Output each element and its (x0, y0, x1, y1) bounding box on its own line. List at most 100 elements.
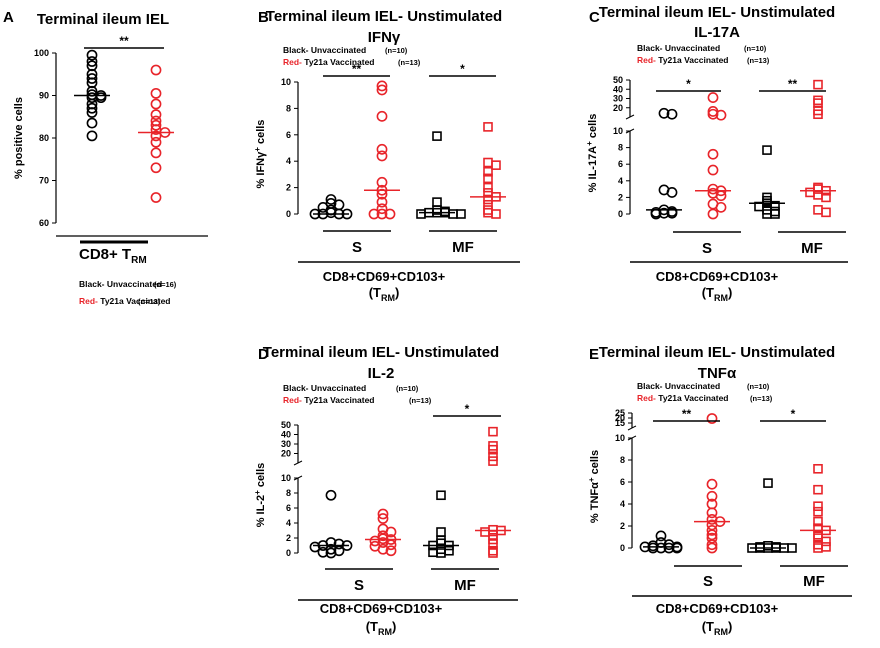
data-point-s-unvaccinated (671, 542, 683, 554)
panel-label: B (258, 9, 269, 26)
legend-entry: Black- Unvaccinated (283, 45, 366, 55)
data-point-mf-unvaccinated (448, 209, 458, 219)
legend-key: Red- (79, 296, 98, 306)
panel-e: E Terminal ileum IEL- Unstimulated TNFα 0 2 4… (587, 344, 852, 637)
panel-label: E (589, 346, 599, 363)
x-axis-label-prefix: (T (702, 285, 714, 300)
x-axis-label-tcell: (TRM) (702, 285, 733, 303)
legend-text: Ty21a Vaccinated (98, 296, 171, 306)
data-point-s-vaccinated (706, 478, 718, 490)
y-axis-label: % IL-2+ cells (253, 463, 267, 528)
data-point-s-unvaccinated (309, 541, 321, 553)
data-point-s-vaccinated (715, 201, 727, 213)
y-axis-label-text: % IL-2 (255, 495, 267, 527)
y-axis-label-sup: + (587, 477, 596, 482)
significance-label: * (686, 77, 691, 91)
panel-title: Terminal ileum IEL- Unstimulated (599, 344, 835, 361)
y-tick-label: 4 (286, 156, 291, 166)
y-axis-label-text: % IFNγ (255, 151, 267, 189)
legend-n: (n=13) (747, 56, 770, 65)
x-axis-label-prefix: (T (369, 285, 381, 300)
significance-label: * (460, 62, 465, 76)
legend-entry: Red- Ty21a Vaccinated (79, 296, 171, 306)
y-tick-label: 6 (620, 477, 625, 487)
y-axis-label: % IL-17A+ cells (585, 114, 599, 193)
legend-n: (n=13) (398, 58, 421, 67)
y-tick-label: 50 (281, 420, 291, 430)
panel-title: Terminal ileum IEL- Unstimulated (266, 8, 502, 25)
category-label: S (352, 239, 362, 256)
data-point-mf-vaccinated (480, 527, 490, 537)
legend-entry: Black- Unvaccinated (79, 279, 162, 289)
legend-text: Ty21a Vaccinated (656, 55, 729, 65)
legend-n: (n=13) (409, 396, 432, 405)
data-point-mf-vaccinated (813, 484, 823, 495)
y-tick-label: 10 (613, 126, 623, 136)
data-point-mf-vaccinated (483, 173, 493, 184)
data-point-vaccinated (150, 162, 162, 174)
data-point-s-unvaccinated (325, 489, 337, 501)
data-point-s-vaccinated (376, 208, 388, 220)
y-tick-label: 8 (286, 103, 291, 113)
data-point-s-vaccinated (706, 539, 718, 551)
data-point-mf-vaccinated (821, 192, 831, 203)
data-point-s-vaccinated (706, 542, 718, 554)
y-tick-label: 30 (281, 439, 291, 449)
axis-break-mark (627, 425, 637, 431)
data-point-mf-unvaccinated (416, 209, 426, 219)
legend-text: Unvaccinated (309, 383, 367, 393)
data-point-s-unvaccinated (666, 207, 678, 219)
data-point-mf-vaccinated (488, 548, 498, 558)
y-tick-label: 10 (615, 433, 625, 443)
data-point-s-unvaccinated (325, 547, 337, 559)
legend-key: Red- (637, 393, 656, 403)
data-point-mf-vaccinated (483, 166, 493, 177)
data-point-s-vaccinated (707, 208, 719, 220)
data-point-s-vaccinated (706, 413, 718, 424)
x-axis-label-tcell: (TRM) (702, 619, 733, 637)
data-point-mf-vaccinated (483, 205, 493, 215)
x-axis-label-tail: ) (728, 285, 732, 300)
data-point-s-vaccinated (707, 108, 719, 120)
y-tick-label: 6 (286, 503, 291, 513)
y-tick-label: 30 (613, 94, 623, 104)
data-point-mf-vaccinated (813, 516, 823, 527)
data-point-mf-vaccinated (483, 157, 493, 168)
data-point-mf-unvaccinated (787, 543, 797, 553)
legend-n: (n=13) (138, 297, 161, 306)
y-tick-label: 20 (613, 103, 623, 113)
significance-label: ** (682, 407, 692, 421)
data-point-vaccinated (150, 130, 162, 142)
y-tick-label: 40 (613, 84, 623, 94)
y-tick-label: 2 (618, 192, 623, 202)
legend-key: Black- (637, 381, 663, 391)
data-point-mf-vaccinated (821, 207, 831, 218)
y-tick-label: 4 (618, 176, 623, 186)
data-point-s-vaccinated (706, 507, 718, 519)
y-tick-label: 0 (620, 543, 625, 553)
y-axis-label-sup: + (253, 147, 262, 152)
data-point-mf-vaccinated (813, 95, 823, 106)
legend-text: Ty21a Vaccinated (302, 57, 375, 67)
category-label: MF (452, 239, 474, 256)
x-axis-label-sub: RM (378, 627, 392, 637)
data-point-s-vaccinated (707, 92, 719, 103)
x-axis-label-tcell: (TRM) (369, 285, 400, 303)
legend-text: Unvaccinated (663, 381, 721, 391)
data-point-s-unvaccinated (658, 107, 670, 119)
y-axis-label-text: % IL-17A (587, 146, 599, 193)
data-point-unvaccinated (86, 102, 98, 114)
data-point-vaccinated (150, 192, 162, 203)
x-axis-label-tail: ) (728, 619, 732, 634)
data-point-s-vaccinated (706, 525, 718, 536)
data-point-s-vaccinated (707, 148, 719, 160)
category-label: S (703, 573, 713, 590)
data-point-mf-unvaccinated (432, 197, 442, 207)
data-point-s-unvaccinated (655, 542, 667, 554)
x-axis-label-tail: ) (392, 619, 396, 634)
category-label: MF (454, 577, 476, 594)
category-label: S (354, 577, 364, 594)
data-point-mf-unvaccinated (456, 209, 466, 219)
y-tick-label: 6 (618, 159, 623, 169)
